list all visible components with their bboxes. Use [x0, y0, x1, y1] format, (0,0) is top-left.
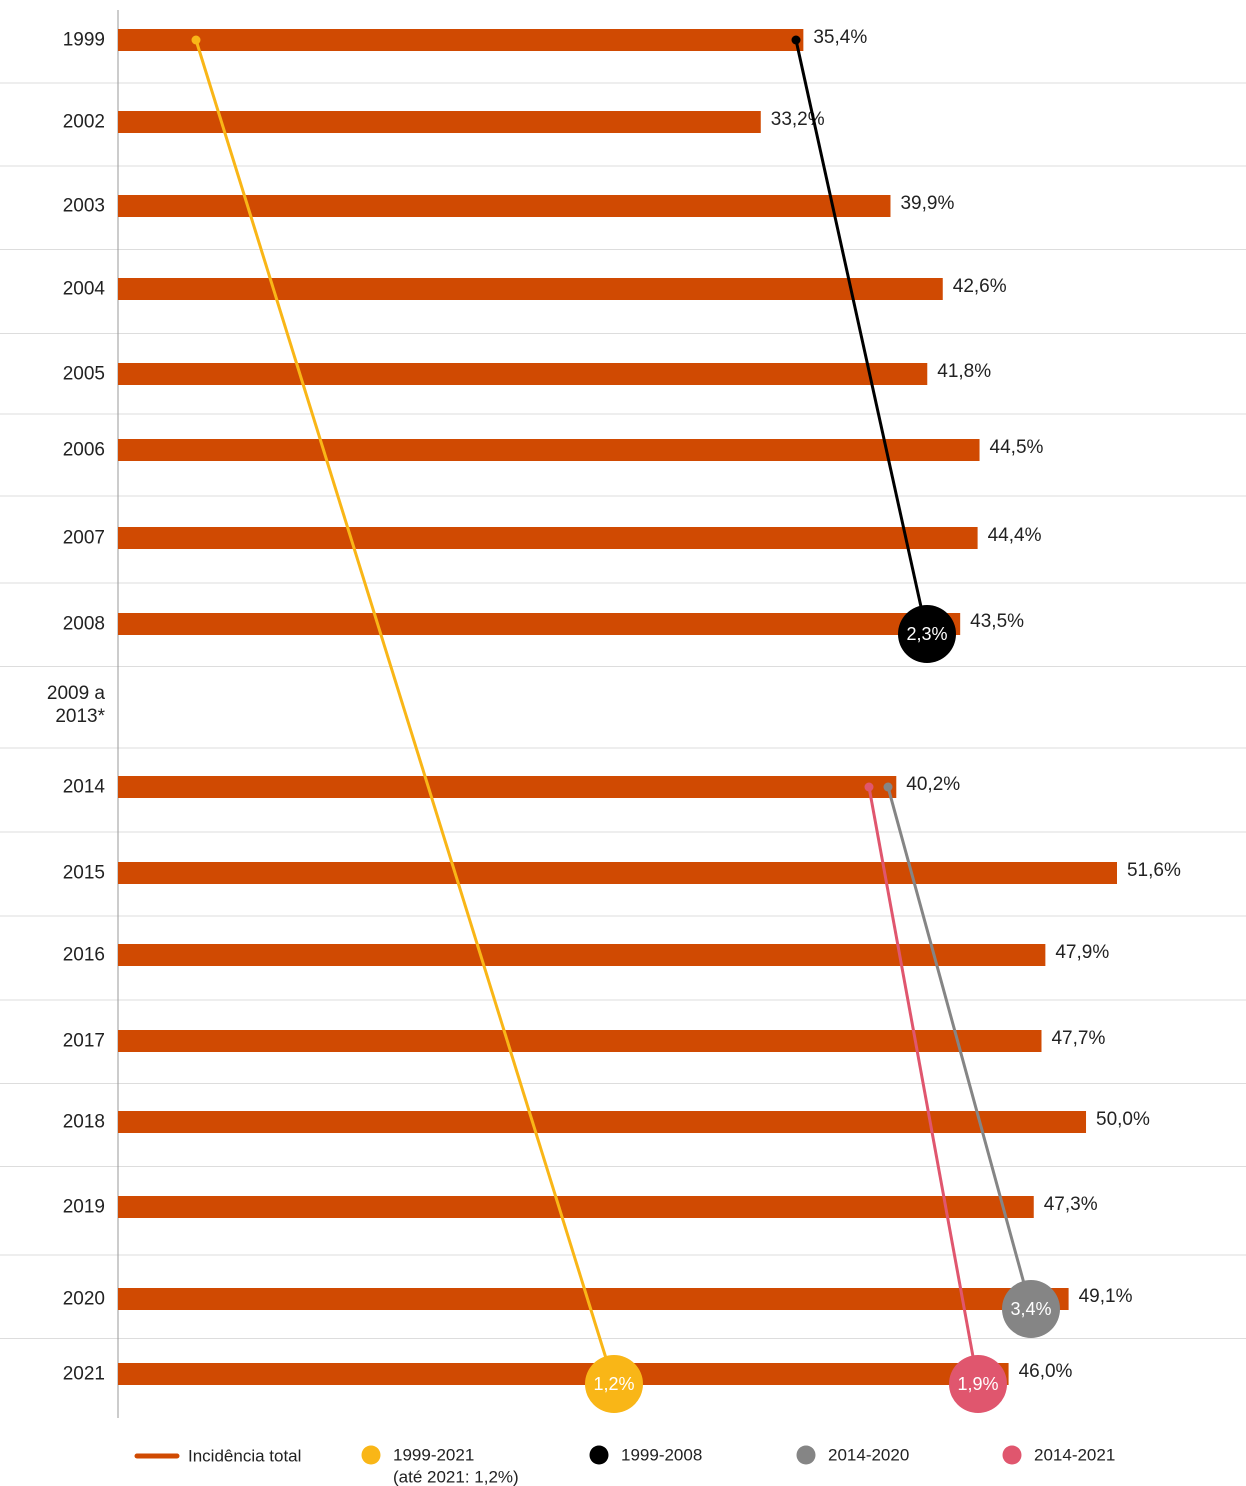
legend-swatch — [361, 1445, 381, 1465]
y-tick-label: 2007 — [62, 527, 105, 549]
value-label: 50,0% — [1096, 1109, 1150, 1130]
trend-circle — [585, 1355, 643, 1413]
trend-circle — [949, 1355, 1007, 1413]
trend-start — [791, 35, 801, 45]
value-label: 47,3% — [1044, 1194, 1098, 1215]
trend-start — [191, 35, 201, 45]
y-tick-label: 2002 — [62, 111, 105, 133]
value-label: 42,6% — [953, 276, 1007, 297]
legend-label: 1999-2021 — [393, 1445, 474, 1464]
bar — [118, 862, 1117, 884]
bar — [118, 195, 891, 217]
y-tick-label: 1999 — [62, 29, 105, 51]
value-label: 44,5% — [990, 437, 1044, 458]
legend-label: 1999-2008 — [621, 1445, 702, 1464]
trend-label: 2,3% — [906, 624, 947, 644]
trend-line — [867, 786, 980, 1385]
y-tick-label: 2014 — [62, 776, 105, 798]
trend-label: 1,2% — [593, 1374, 634, 1394]
y-tick-label: 2009 a 2013* — [46, 683, 105, 727]
bar — [118, 776, 897, 798]
y-tick-label: 2018 — [62, 1111, 105, 1133]
y-tick-label: 2020 — [62, 1288, 105, 1310]
value-label: 43,5% — [970, 611, 1024, 632]
y-tick-label: 2016 — [62, 944, 105, 966]
value-label: 44,4% — [988, 525, 1042, 546]
y-tick-label: 2019 — [62, 1196, 105, 1218]
y-tick-label: 2005 — [62, 363, 105, 385]
legend-label: 2014-2021 — [1034, 1445, 1115, 1464]
bar — [118, 1288, 1069, 1310]
bar — [118, 111, 761, 133]
y-tick-label: 2003 — [62, 195, 105, 217]
trend-line — [794, 39, 929, 635]
bar — [118, 613, 961, 635]
value-label: 46,0% — [1019, 1361, 1073, 1382]
legend-swatch — [589, 1445, 609, 1465]
trend-start — [864, 782, 874, 792]
value-label: 41,8% — [937, 361, 991, 382]
y-tick-label: 2021 — [62, 1363, 105, 1385]
trend-start — [883, 782, 893, 792]
bar — [118, 1030, 1042, 1052]
trend-circle — [1002, 1280, 1060, 1338]
legend-label: Incidência total — [188, 1446, 301, 1465]
trend-label: 3,4% — [1010, 1299, 1051, 1319]
bar — [118, 527, 978, 549]
trend-label: 1,9% — [957, 1374, 998, 1394]
bar — [118, 439, 980, 461]
trend-line — [886, 786, 1033, 1310]
bar — [118, 363, 928, 385]
y-tick-label: 2004 — [62, 278, 105, 300]
bar — [118, 1363, 1009, 1385]
value-label: 35,4% — [813, 27, 867, 48]
bar — [118, 1196, 1034, 1218]
value-label: 49,1% — [1079, 1286, 1133, 1307]
y-tick-label: 2006 — [62, 439, 105, 461]
trend-circle — [898, 605, 956, 663]
y-tick-label: 2008 — [62, 613, 105, 635]
legend-swatch — [796, 1445, 816, 1465]
bar — [118, 944, 1046, 966]
trend-line — [194, 39, 616, 1385]
bar — [118, 1111, 1087, 1133]
value-label: 47,9% — [1055, 942, 1109, 963]
bar — [118, 29, 804, 51]
bar — [118, 278, 943, 300]
y-tick-label: 2015 — [62, 862, 105, 884]
legend-note: (até 2021: 1,2%) — [393, 1467, 519, 1486]
legend-swatch — [1002, 1445, 1022, 1465]
value-label: 39,9% — [900, 193, 954, 214]
y-tick-label: 2017 — [62, 1030, 105, 1052]
value-label: 40,2% — [906, 774, 960, 795]
value-label: 51,6% — [1127, 860, 1181, 881]
value-label: 47,7% — [1051, 1028, 1105, 1049]
legend-label: 2014-2020 — [828, 1445, 909, 1464]
